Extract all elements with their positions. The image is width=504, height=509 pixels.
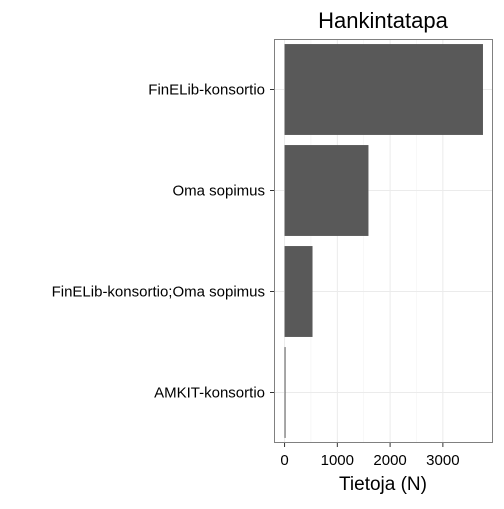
x-tick-label: 1000 bbox=[321, 452, 354, 469]
x-tick-label: 3000 bbox=[426, 452, 459, 469]
x-tick-label: 0 bbox=[280, 452, 288, 469]
bar bbox=[284, 246, 313, 337]
y-tick-label: FinELib-konsortio;Oma sopimus bbox=[52, 284, 265, 301]
bar bbox=[284, 347, 286, 438]
x-axis-label: Tietoja (N) bbox=[339, 474, 427, 495]
bars bbox=[284, 44, 483, 438]
bar bbox=[284, 145, 369, 236]
plot-panel bbox=[274, 39, 493, 443]
y-tick-label: Oma sopimus bbox=[172, 183, 265, 200]
bar bbox=[284, 44, 483, 135]
x-tick-label: 2000 bbox=[373, 452, 406, 469]
chart-title: Hankintatapa bbox=[318, 8, 448, 33]
y-tick-label: AMKIT-konsortio bbox=[154, 385, 265, 402]
y-axis: FinELib-konsortio Oma sopimus FinELib-kons… bbox=[52, 82, 274, 402]
y-tick-label: FinELib-konsortio bbox=[148, 82, 265, 99]
x-axis: 0 1000 2000 3000 bbox=[280, 443, 460, 469]
